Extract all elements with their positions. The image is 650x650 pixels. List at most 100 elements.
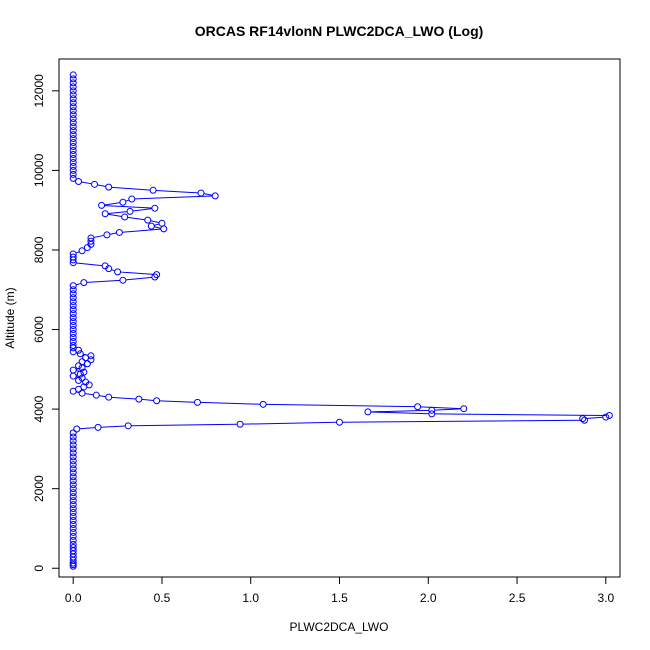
series-line-segment xyxy=(134,195,213,200)
data-point xyxy=(69,457,77,465)
data-point xyxy=(149,186,157,194)
data-point xyxy=(69,449,77,457)
data-point xyxy=(193,398,201,406)
series-line-segment xyxy=(93,234,105,238)
series-line-segment xyxy=(150,220,160,224)
data-point xyxy=(69,119,77,127)
y-tick-label: 6000 xyxy=(32,316,46,343)
data-point xyxy=(69,318,77,326)
data-point xyxy=(580,416,588,424)
data-point xyxy=(92,391,100,399)
data-point xyxy=(69,290,77,298)
series-line-segment xyxy=(434,413,607,416)
data-point xyxy=(69,174,77,182)
data-point xyxy=(69,135,77,143)
series-line-segment xyxy=(122,228,161,233)
x-tick-label: 2.5 xyxy=(509,591,526,605)
x-tick-label: 2.0 xyxy=(420,591,437,605)
data-point xyxy=(428,410,436,418)
series-line-segment xyxy=(75,282,82,286)
data-point xyxy=(78,389,86,397)
data-point xyxy=(69,337,77,345)
y-tick-label: 12000 xyxy=(32,74,46,108)
data-point xyxy=(364,408,372,416)
data-point xyxy=(69,79,77,87)
x-tick-label: 1.5 xyxy=(331,591,348,605)
data-point xyxy=(69,517,77,525)
data-point xyxy=(82,378,90,386)
data-point xyxy=(135,395,143,403)
data-point xyxy=(69,75,77,83)
data-point xyxy=(69,372,77,380)
series-line-segment xyxy=(104,202,121,206)
data-point xyxy=(114,268,122,276)
data-point xyxy=(105,183,113,191)
series-line-segment xyxy=(125,276,152,281)
data-point xyxy=(94,423,102,431)
series-line-segment xyxy=(141,398,154,401)
data-point xyxy=(69,520,77,528)
data-point xyxy=(69,544,77,552)
series-line-segment xyxy=(132,208,152,212)
data-point xyxy=(69,322,77,330)
data-point xyxy=(78,247,86,255)
data-point xyxy=(69,330,77,338)
data-point xyxy=(69,333,77,341)
series-line-segment xyxy=(131,423,238,427)
data-point xyxy=(87,237,95,245)
data-point xyxy=(69,536,77,544)
data-point xyxy=(115,228,123,236)
data-point xyxy=(78,358,86,366)
series-line-segment xyxy=(243,421,337,425)
series-line-segment xyxy=(84,393,94,396)
data-point xyxy=(579,415,587,423)
chart-title: ORCAS RF14vlonN PLWC2DCA_LWO (Log) xyxy=(195,23,484,39)
data-point xyxy=(76,370,84,378)
data-point xyxy=(197,189,205,197)
x-tick-label: 3.0 xyxy=(597,591,614,605)
data-point xyxy=(153,271,161,279)
series-line-segment xyxy=(342,419,582,423)
data-point xyxy=(101,262,109,270)
data-point xyxy=(69,445,77,453)
y-tick-label: 0 xyxy=(32,565,46,572)
series-line-segment xyxy=(154,226,161,229)
series-line-segment xyxy=(108,211,128,214)
data-point xyxy=(69,528,77,536)
series-line-segment xyxy=(125,199,130,202)
series-line-segment xyxy=(109,232,117,235)
data-point xyxy=(69,473,77,481)
data-point xyxy=(69,437,77,445)
data-point xyxy=(69,250,77,258)
data-point xyxy=(147,222,155,230)
data-point xyxy=(69,127,77,135)
data-point xyxy=(69,99,77,107)
data-point xyxy=(126,207,134,215)
series-line-segment xyxy=(370,409,429,413)
data-point xyxy=(69,310,77,318)
series-line-segment xyxy=(266,403,415,408)
data-point xyxy=(69,131,77,139)
series-line-segment xyxy=(108,213,122,217)
series-line-segment xyxy=(159,400,195,403)
data-point xyxy=(69,87,77,95)
series-line-segment xyxy=(79,427,96,430)
data-point xyxy=(69,540,77,548)
series-line-segment xyxy=(101,425,126,428)
data-point xyxy=(69,154,77,162)
data-point xyxy=(69,115,77,123)
data-point xyxy=(124,422,132,430)
data-point xyxy=(80,279,88,287)
x-axis-label: PLWC2DCA_LWO xyxy=(290,620,389,634)
series-line-segment xyxy=(111,186,151,191)
data-point xyxy=(69,505,77,513)
data-point xyxy=(151,204,159,212)
series-line-segment xyxy=(120,271,154,275)
data-point xyxy=(211,192,219,200)
data-point xyxy=(428,406,436,414)
series-line-segment xyxy=(156,189,199,194)
data-point xyxy=(69,162,77,170)
data-point xyxy=(103,231,111,239)
data-point xyxy=(69,326,77,334)
